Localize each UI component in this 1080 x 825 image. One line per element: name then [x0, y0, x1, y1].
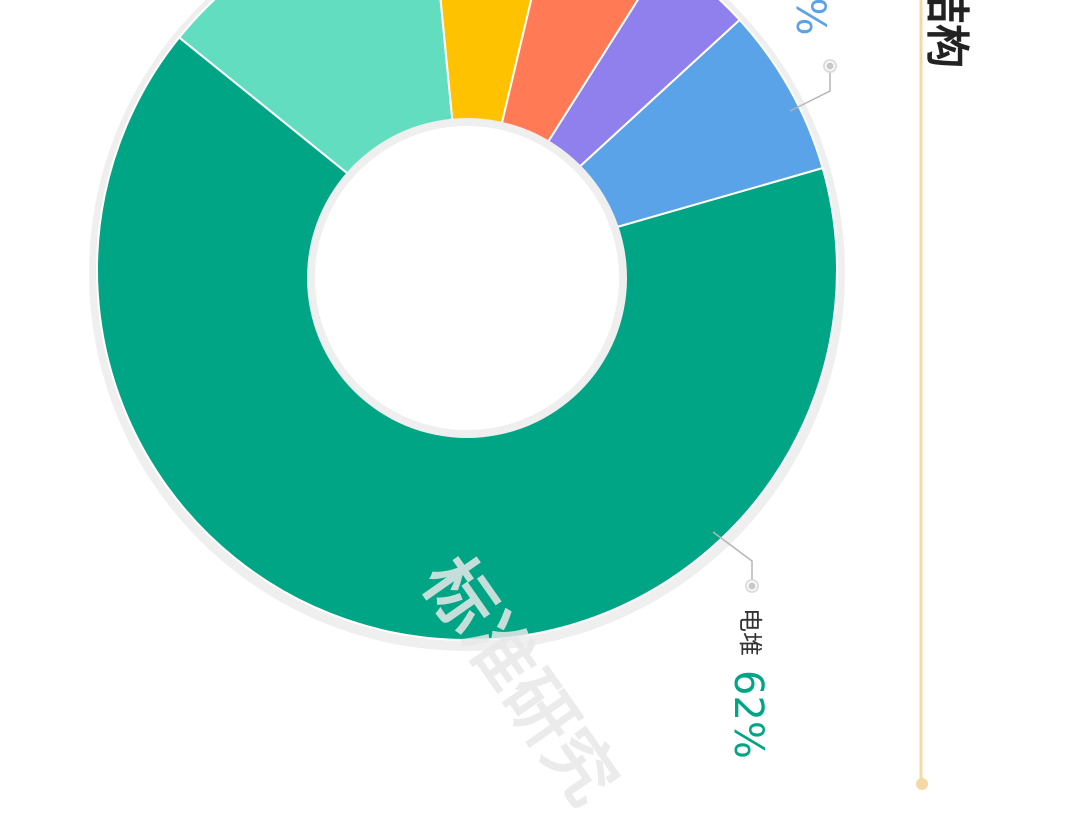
label-dianzui-percent: 62% — [725, 670, 771, 759]
chart-title: 结构 — [921, 0, 972, 68]
title-group: 结构 — [921, 0, 972, 68]
timeline-end-dot — [916, 778, 928, 790]
leader-dot-core-seven — [826, 62, 834, 70]
inner-hole — [315, 126, 619, 430]
leader-line-seven — [789, 68, 831, 112]
label-dianzui-name: 电堆 — [736, 608, 764, 656]
leader-dot-core-dianzui — [748, 582, 756, 590]
leader-line-dianzui — [712, 531, 753, 584]
label-seven-percent: 7% — [787, 0, 833, 35]
label-dianzui: 电堆 62% — [725, 608, 771, 759]
label-seven: 7% — [787, 0, 833, 35]
